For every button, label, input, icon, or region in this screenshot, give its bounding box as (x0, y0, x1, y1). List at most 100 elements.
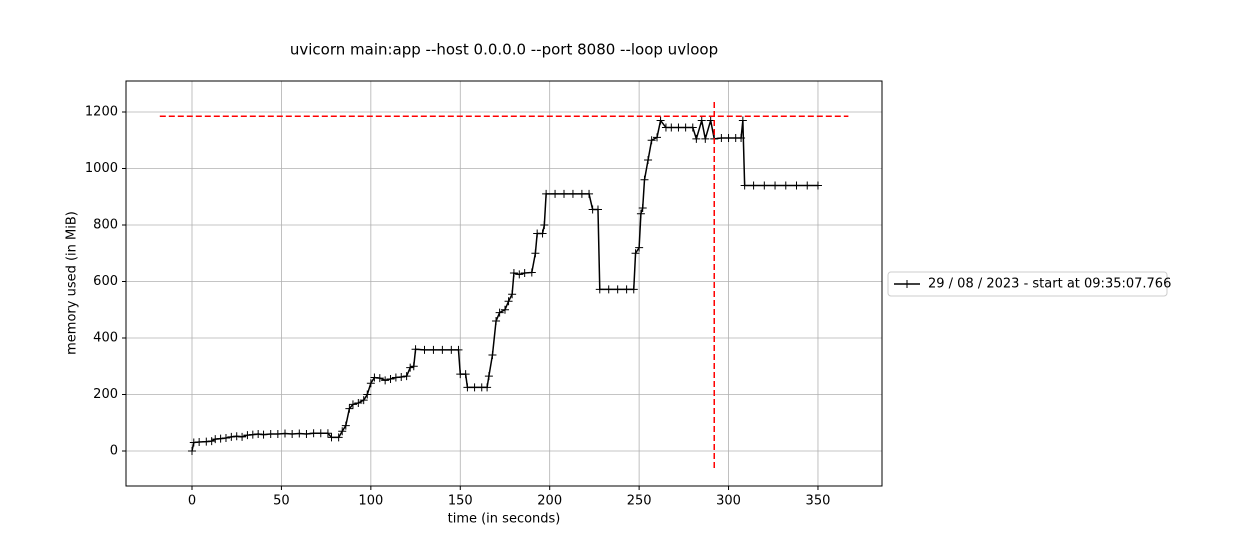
point-marker (341, 421, 350, 430)
point-marker (232, 432, 241, 441)
point-marker (504, 297, 513, 306)
point-marker (447, 345, 456, 354)
point-marker (254, 430, 263, 439)
x-tick-label: 0 (188, 494, 196, 509)
point-marker (585, 189, 594, 198)
point-marker (667, 123, 676, 132)
point-marker (221, 434, 230, 443)
point-marker (189, 438, 198, 447)
point-marker (568, 189, 577, 198)
point-marker (531, 249, 540, 258)
point-marker (207, 437, 216, 446)
point-marker (613, 285, 622, 294)
point-marker (560, 189, 569, 198)
point-marker (540, 220, 549, 229)
point-marker (216, 434, 225, 443)
point-marker (381, 376, 390, 385)
point-marker (366, 379, 375, 388)
point-marker (527, 268, 536, 277)
point-marker (202, 437, 211, 446)
point-marker (681, 123, 690, 132)
y-tick-label: 1200 (85, 104, 118, 119)
point-marker (323, 429, 332, 438)
x-tick-label: 50 (273, 494, 290, 509)
point-marker (737, 133, 746, 142)
point-marker (438, 345, 447, 354)
point-marker (248, 430, 257, 439)
point-marker (631, 249, 640, 258)
point-marker (454, 345, 463, 354)
point-marker (348, 400, 357, 409)
point-marker (653, 133, 662, 142)
point-marker (688, 123, 697, 132)
y-tick-label: 1000 (85, 161, 118, 176)
point-marker (211, 435, 220, 444)
point-marker (640, 175, 649, 184)
point-marker (375, 374, 384, 383)
point-marker (738, 116, 747, 125)
point-marker (338, 427, 347, 436)
point-marker (391, 373, 400, 382)
point-marker (259, 430, 268, 439)
point-marker (577, 189, 586, 198)
plot-frame (125, 80, 883, 487)
point-marker (363, 390, 372, 399)
series-line (191, 118, 818, 452)
point-marker (354, 398, 363, 407)
point-marker (495, 308, 504, 317)
point-marker (484, 372, 493, 381)
point-marker (411, 345, 420, 354)
y-tick-label: 800 (93, 217, 118, 232)
y-tick-label: 400 (93, 330, 118, 345)
legend-box (887, 271, 1168, 297)
point-marker (488, 350, 497, 359)
chart-title: uvicorn main:app --host 0.0.0.0 --port 8… (290, 41, 718, 59)
point-marker (542, 189, 551, 198)
point-marker (409, 362, 418, 371)
point-marker (629, 285, 638, 294)
x-tick-label: 300 (716, 494, 741, 509)
y-tick-label: 600 (93, 274, 118, 289)
x-tick-label: 200 (537, 494, 562, 509)
point-marker (420, 345, 429, 354)
point-marker (792, 181, 801, 190)
point-marker (187, 446, 196, 455)
point-marker (359, 396, 368, 405)
point-marker (273, 430, 282, 439)
point-marker (701, 134, 710, 143)
point-marker (803, 181, 812, 190)
point-marker (288, 430, 297, 439)
y-tick-label: 0 (110, 443, 118, 458)
point-marker (644, 156, 653, 165)
point-marker (508, 290, 517, 299)
point-marker (781, 181, 790, 190)
x-tick-label: 350 (806, 494, 831, 509)
x-axis-label: time (in seconds) (448, 512, 561, 527)
point-marker (760, 181, 769, 190)
point-marker (638, 204, 647, 213)
y-axis-label: memory used (in MiB) (65, 211, 80, 355)
point-marker (593, 205, 602, 214)
point-marker (749, 181, 758, 190)
point-marker (813, 181, 822, 190)
point-marker (647, 136, 656, 145)
point-marker (266, 430, 275, 439)
point-marker (483, 383, 492, 392)
point-marker (492, 317, 501, 326)
point-marker (724, 133, 733, 142)
point-marker (243, 431, 252, 440)
point-marker (717, 133, 726, 142)
point-marker (463, 383, 472, 392)
point-marker (595, 285, 604, 294)
point-marker (500, 305, 509, 314)
legend-marker (903, 280, 911, 288)
point-marker (397, 372, 406, 381)
point-marker (238, 432, 247, 441)
point-marker (402, 372, 411, 381)
y-tick-label: 200 (93, 387, 118, 402)
point-marker (551, 189, 560, 198)
point-marker (740, 181, 749, 190)
point-marker (334, 433, 343, 442)
point-marker (429, 345, 438, 354)
